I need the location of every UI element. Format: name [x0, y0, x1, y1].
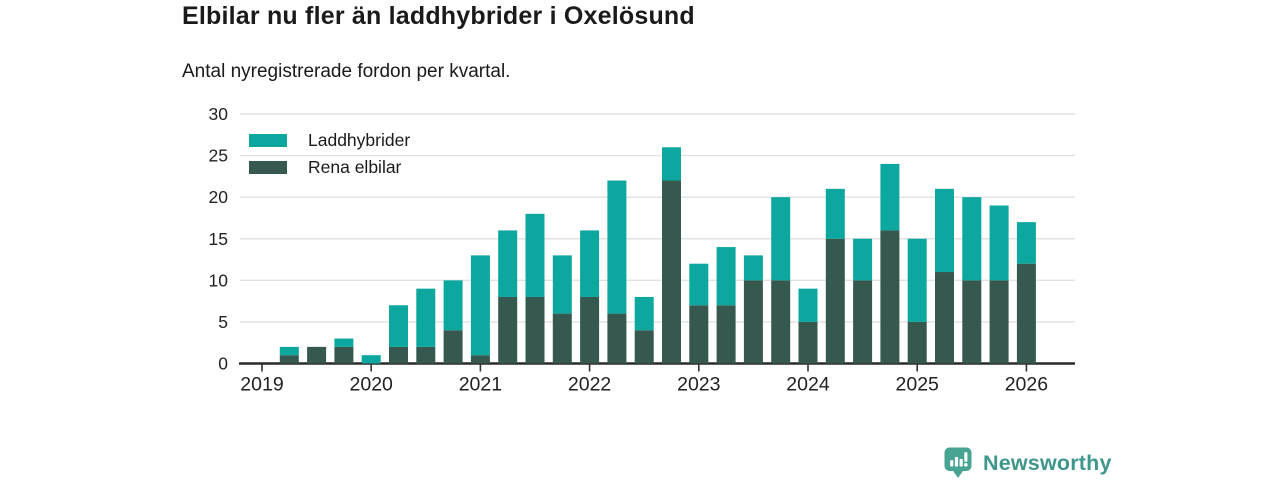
x-axis-label-2023: 2023: [677, 374, 720, 396]
bar-2021-q3-laddhybrider-segment: [525, 213, 545, 297]
y-axis-label-20: 20: [209, 187, 229, 207]
x-axis-label-2021: 2021: [459, 374, 502, 396]
legend-item-rena-elbilar: Rena elbilar: [249, 156, 410, 179]
bar-2025-q2-rena-elbilar-segment: [935, 272, 954, 364]
bar-2021-q4-laddhybrider-segment: [552, 255, 572, 314]
legend-item-laddhybrider: Laddhybrider: [249, 129, 410, 152]
x-axis-label-2024: 2024: [786, 374, 830, 396]
legend-label-rena-elbilar: Rena elbilar: [308, 156, 402, 177]
bar-2022-q3-laddhybrider-segment: [634, 296, 654, 331]
x-axis-label-2025: 2025: [896, 374, 940, 396]
bar-2025-q3-rena-elbilar-segment: [962, 280, 982, 364]
bar-2025-q4-laddhybrider-segment: [989, 205, 1009, 281]
bar-2025-q1-laddhybrider-segment: [907, 238, 927, 322]
bar-2019-q4-laddhybrider-segment: [334, 338, 354, 347]
bar-2021-q1-laddhybrider-segment: [470, 255, 490, 356]
bar-2026-q1-rena-elbilar-segment: [1016, 263, 1036, 364]
bar-2020-q3-laddhybrider-segment: [416, 288, 436, 347]
bar-2024-q4-laddhybrider-segment: [880, 163, 900, 231]
bar-2020-q3-rena-elbilar-segment: [416, 346, 436, 364]
bar-2024-q3-laddhybrider-segment: [853, 238, 873, 281]
bar-2022-q4-rena-elbilar-segment: [662, 180, 681, 364]
bar-2022-q2-rena-elbilar-segment: [607, 313, 627, 364]
bar-2022-q2-laddhybrider-segment: [607, 180, 627, 314]
bar-2024-q2-rena-elbilar-segment: [825, 238, 845, 364]
legend-swatch-rena-elbilar: [249, 161, 287, 174]
bar-2020-q4-laddhybrider-segment: [443, 280, 463, 331]
bar-2024-q1-rena-elbilar-segment: [798, 321, 818, 364]
y-axis-label-0: 0: [218, 354, 228, 374]
y-axis-label-15: 15: [209, 229, 228, 249]
bar-2023-q3-rena-elbilar-segment: [743, 280, 763, 364]
legend: Laddhybrider Rena elbilar: [249, 129, 410, 179]
newsworthy-badge-icon: [944, 447, 972, 478]
bar-2022-q1-laddhybrider-segment: [580, 230, 600, 297]
bar-2022-q3-rena-elbilar-segment: [634, 330, 654, 364]
bar-2025-q2-laddhybrider-segment: [935, 188, 954, 273]
bar-2025-q3-laddhybrider-segment: [962, 197, 982, 281]
y-axis-label-10: 10: [209, 270, 229, 290]
bar-2026-q1-laddhybrider-segment: [1016, 222, 1036, 264]
bar-2019-q3-rena-elbilar-segment: [307, 346, 327, 364]
newsworthy-logo[interactable]: Newsworthy: [944, 447, 1112, 480]
bar-2019-q4-rena-elbilar-segment: [334, 346, 354, 364]
newsworthy-brand-name: Newsworthy: [983, 451, 1112, 475]
bar-2020-q4-rena-elbilar-segment: [443, 330, 463, 364]
bar-2020-q2-rena-elbilar-segment: [389, 346, 408, 364]
bar-2024-q4-rena-elbilar-segment: [880, 230, 900, 364]
bar-2021-q2-rena-elbilar-segment: [498, 296, 518, 364]
bar-2023-q1-rena-elbilar-segment: [689, 305, 709, 364]
chart-subtitle: Antal nyregistrerade fordon per kvartal.: [182, 61, 511, 82]
bar-2025-q4-rena-elbilar-segment: [989, 280, 1009, 364]
bar-2022-q1-rena-elbilar-segment: [580, 296, 600, 364]
bar-2020-q2-laddhybrider-segment: [389, 305, 408, 347]
bar-2023-q3-laddhybrider-segment: [743, 255, 763, 281]
bar-2021-q1-rena-elbilar-segment: [470, 355, 490, 364]
bar-2023-q4-rena-elbilar-segment: [771, 280, 791, 364]
x-axis-label-2022: 2022: [568, 374, 611, 396]
bar-2023-q4-laddhybrider-segment: [771, 197, 791, 281]
bar-2020-q1-laddhybrider-segment: [361, 355, 381, 364]
legend-swatch-laddhybrider: [249, 134, 287, 147]
bar-2022-q4-laddhybrider-segment: [662, 147, 681, 181]
x-axis-label-2019: 2019: [240, 374, 283, 396]
bar-2024-q2-laddhybrider-segment: [825, 188, 845, 239]
y-axis-label-25: 25: [209, 146, 228, 166]
bar-2021-q3-rena-elbilar-segment: [525, 296, 545, 364]
bar-2023-q2-laddhybrider-segment: [716, 247, 736, 306]
chart-title: Elbilar nu fler än laddhybrider i Oxelös…: [182, 2, 695, 30]
x-axis-label-2020: 2020: [350, 374, 394, 396]
y-axis-label-5: 5: [218, 312, 228, 332]
bar-2024-q3-rena-elbilar-segment: [853, 280, 873, 364]
legend-label-laddhybrider: Laddhybrider: [308, 129, 411, 150]
bar-2019-q2-rena-elbilar-segment: [279, 355, 299, 364]
y-axis-label-30: 30: [209, 104, 229, 124]
bar-2024-q1-laddhybrider-segment: [798, 288, 818, 322]
bar-2023-q2-rena-elbilar-segment: [716, 305, 736, 364]
x-axis-label-2026: 2026: [1005, 374, 1048, 396]
bar-2021-q4-rena-elbilar-segment: [552, 313, 572, 364]
bar-2019-q2-laddhybrider-segment: [279, 346, 299, 356]
bar-2021-q2-laddhybrider-segment: [498, 230, 518, 297]
bar-2023-q1-laddhybrider-segment: [689, 263, 709, 306]
bar-2025-q1-rena-elbilar-segment: [907, 321, 927, 364]
